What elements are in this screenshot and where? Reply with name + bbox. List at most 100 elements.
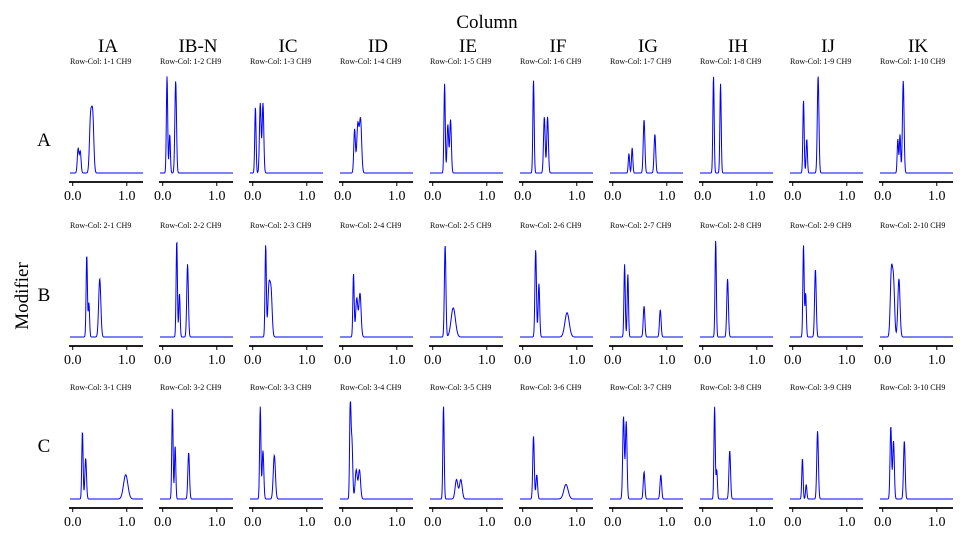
x-tick-label: 1.0 (118, 353, 136, 368)
chromatogram-trace (70, 256, 143, 338)
x-tick-label: 1.0 (478, 189, 496, 204)
x-tick-label: 0.0 (784, 353, 802, 368)
x-tick-label: 0.0 (334, 189, 352, 204)
panel-label: Row-Col: 2-5 CH9 (430, 221, 491, 230)
x-tick-label: 0.0 (64, 189, 82, 204)
panel-label: Row-Col: 2-3 CH9 (250, 221, 311, 230)
x-tick-label: 0.0 (514, 515, 532, 530)
x-tick-label: 1.0 (388, 353, 406, 368)
x-tick-label: 1.0 (928, 353, 946, 368)
panel-label: Row-Col: 2-6 CH9 (520, 221, 581, 230)
panel-label: Row-Col: 2-10 CH9 (880, 221, 945, 230)
x-tick-label: 0.0 (604, 353, 622, 368)
x-tick-label: 1.0 (298, 353, 316, 368)
panel-label: Row-Col: 1-10 CH9 (880, 57, 945, 66)
x-tick-label: 0.0 (154, 353, 172, 368)
x-tick-label: 0.0 (874, 189, 892, 204)
panel: Row-Col: 1-6 CH9 0.0 1.0 (514, 57, 593, 204)
panel: Row-Col: 2-6 CH9 0.0 1.0 (514, 221, 593, 368)
panel-label: Row-Col: 2-4 CH9 (340, 221, 401, 230)
x-tick-label: 1.0 (658, 515, 676, 530)
x-tick-label: 1.0 (298, 515, 316, 530)
x-tick-label: 0.0 (424, 353, 442, 368)
panel: Row-Col: 3-6 CH9 0.0 1.0 (514, 383, 593, 530)
panel: Row-Col: 1-10 CH9 0.0 1.0 (874, 57, 953, 204)
x-tick-label: 0.0 (244, 189, 262, 204)
chromatogram-trace (520, 250, 593, 338)
x-tick-label: 0.0 (64, 353, 82, 368)
panel-label: Row-Col: 1-5 CH9 (430, 57, 491, 66)
x-tick-label: 1.0 (118, 189, 136, 204)
x-tick-label: 0.0 (694, 515, 712, 530)
panel: Row-Col: 1-7 CH9 0.0 1.0 (604, 57, 683, 204)
x-tick-label: 1.0 (838, 189, 856, 204)
panel-label: Row-Col: 3-10 CH9 (880, 383, 945, 392)
panel-label: Row-Col: 2-8 CH9 (700, 221, 761, 230)
panel-label: Row-Col: 3-3 CH9 (250, 383, 311, 392)
x-tick-label: 1.0 (568, 189, 586, 204)
x-tick-label: 1.0 (838, 353, 856, 368)
column-header: IE (459, 36, 477, 57)
panel-label: Row-Col: 2-9 CH9 (790, 221, 851, 230)
x-tick-label: 1.0 (748, 353, 766, 368)
column-header: IH (728, 36, 748, 57)
x-tick-label: 1.0 (568, 353, 586, 368)
panel: Row-Col: 1-9 CH9 0.0 1.0 (784, 57, 863, 204)
panel: Row-Col: 2-5 CH9 0.0 1.0 (424, 221, 503, 368)
row-header: A (37, 130, 51, 151)
x-tick-label: 1.0 (478, 353, 496, 368)
chromatogram-trace (880, 263, 953, 338)
panel-label: Row-Col: 2-2 CH9 (160, 221, 221, 230)
panel: Row-Col: 2-9 CH9 0.0 1.0 (784, 221, 863, 368)
x-tick-label: 0.0 (514, 189, 532, 204)
panel-label: Row-Col: 3-4 CH9 (340, 383, 401, 392)
x-tick-label: 1.0 (748, 515, 766, 530)
chromatogram-trace (700, 406, 773, 500)
x-tick-label: 1.0 (208, 189, 226, 204)
panel: Row-Col: 3-4 CH9 0.0 1.0 (334, 383, 413, 530)
panel: Row-Col: 2-2 CH9 0.0 1.0 (154, 221, 233, 368)
x-tick-label: 0.0 (694, 353, 712, 368)
x-tick-label: 0.0 (424, 189, 442, 204)
x-tick-label: 1.0 (658, 189, 676, 204)
panel-label: Row-Col: 3-9 CH9 (790, 383, 851, 392)
x-tick-label: 1.0 (298, 189, 316, 204)
chromatogram-trace (610, 264, 683, 338)
chromatogram-trace (880, 426, 953, 500)
chromatogram-trace (790, 245, 863, 338)
x-tick-label: 0.0 (64, 515, 82, 530)
panel: Row-Col: 1-4 CH9 0.0 1.0 (334, 57, 413, 204)
x-tick-label: 0.0 (154, 515, 172, 530)
panel: Row-Col: 1-5 CH9 0.0 1.0 (424, 57, 503, 204)
chromatogram-trace (700, 76, 773, 174)
column-headers: IA IB-N IC ID IE IF IG IH IJ IK (98, 36, 928, 57)
chromatogram-trace (340, 401, 413, 500)
x-tick-label: 1.0 (388, 189, 406, 204)
column-header: ID (368, 36, 388, 57)
panel-label: Row-Col: 1-2 CH9 (160, 57, 221, 66)
panel-label: Row-Col: 1-6 CH9 (520, 57, 581, 66)
chromatogram-trace (250, 102, 323, 174)
panel-label: Row-Col: 1-8 CH9 (700, 57, 761, 66)
panel: Row-Col: 3-1 CH9 0.0 1.0 (64, 383, 143, 530)
panel-label: Row-Col: 3-5 CH9 (430, 383, 491, 392)
column-title: Column (456, 12, 518, 33)
x-tick-label: 0.0 (874, 353, 892, 368)
x-tick-label: 0.0 (784, 189, 802, 204)
x-tick-label: 0.0 (334, 515, 352, 530)
x-tick-label: 0.0 (244, 515, 262, 530)
x-tick-label: 1.0 (748, 189, 766, 204)
chromatogram-trace (430, 83, 503, 174)
panel-label: Row-Col: 2-7 CH9 (610, 221, 671, 230)
row-header: B (38, 285, 51, 306)
column-header: IK (908, 36, 928, 57)
panel: Row-Col: 3-3 CH9 0.0 1.0 (244, 383, 323, 530)
panel: Row-Col: 3-7 CH9 0.0 1.0 (604, 383, 683, 530)
x-tick-label: 0.0 (514, 353, 532, 368)
chromatogram-trace (70, 432, 143, 500)
panel-label: Row-Col: 1-3 CH9 (250, 57, 311, 66)
panel-label: Row-Col: 1-7 CH9 (610, 57, 671, 66)
chromatogram-trace (430, 245, 503, 338)
panel: Row-Col: 2-4 CH9 0.0 1.0 (334, 221, 413, 368)
